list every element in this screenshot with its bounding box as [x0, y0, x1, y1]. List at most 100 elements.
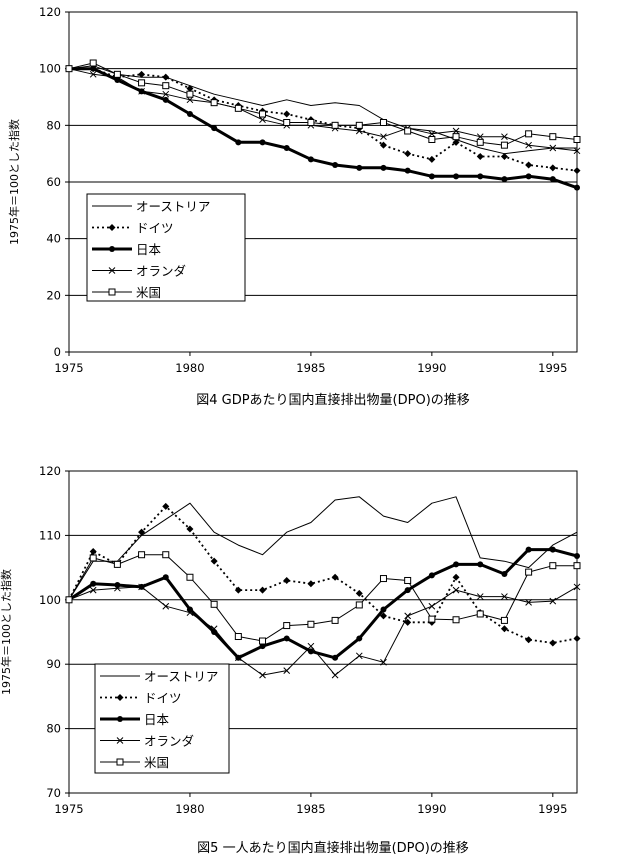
data-point — [234, 633, 242, 641]
series-line — [68, 586, 578, 676]
data-point — [549, 562, 557, 570]
data-point — [452, 127, 460, 135]
series-thin — [68, 496, 578, 601]
legend-label: 米国 — [144, 755, 169, 770]
data-point — [573, 634, 581, 642]
data-point — [525, 141, 532, 149]
data-point — [186, 96, 194, 104]
x-tick-label: 1990 — [417, 802, 446, 816]
y-tick-label: 80 — [46, 722, 61, 736]
data-point — [138, 70, 146, 78]
data-point — [186, 85, 194, 92]
y-tick-label: 70 — [46, 786, 61, 800]
data-point — [379, 119, 387, 126]
data-point — [307, 648, 314, 655]
data-point — [379, 141, 387, 149]
data-point — [500, 616, 508, 624]
data-point — [452, 133, 460, 141]
x-tick-label: 1980 — [175, 361, 204, 375]
data-point — [65, 596, 73, 604]
legend-marker — [108, 267, 116, 274]
series-square — [65, 59, 581, 149]
x-tick-label: 1990 — [417, 361, 446, 375]
data-point — [210, 600, 218, 608]
data-point — [476, 593, 484, 600]
data-point — [234, 104, 242, 112]
data-point — [428, 615, 436, 623]
data-point — [283, 635, 290, 642]
data-point — [476, 153, 484, 160]
data-point — [234, 654, 242, 662]
data-point — [477, 173, 484, 180]
data-point — [89, 70, 97, 78]
data-point — [452, 573, 460, 581]
data-point — [404, 612, 412, 620]
series-line — [69, 67, 578, 172]
data-point — [162, 602, 170, 610]
data-point — [307, 580, 315, 588]
data-point — [356, 164, 363, 171]
data-point — [162, 551, 170, 559]
data-point — [234, 586, 242, 594]
legend-label: ドイツ — [144, 691, 182, 706]
data-point — [186, 606, 193, 613]
data-point — [549, 164, 557, 172]
data-point — [452, 586, 460, 594]
data-point — [549, 144, 557, 152]
legend-marker — [116, 737, 124, 744]
y-tick-label: 20 — [46, 288, 61, 302]
data-point — [65, 65, 73, 73]
data-point — [259, 671, 266, 679]
data-point — [259, 637, 267, 645]
data-point — [307, 119, 315, 126]
data-point — [89, 548, 97, 555]
data-point — [186, 90, 194, 98]
data-point — [235, 139, 242, 146]
data-point — [501, 571, 508, 578]
data-point — [549, 639, 557, 647]
data-point — [356, 635, 363, 642]
data-point — [162, 574, 169, 581]
data-point — [501, 593, 508, 600]
data-point — [138, 583, 145, 591]
data-point — [283, 622, 291, 630]
series-line — [68, 505, 578, 644]
legend-marker — [116, 758, 124, 766]
series-line — [69, 67, 578, 190]
x-tick-label: 1975 — [54, 361, 83, 375]
data-point — [428, 136, 436, 143]
legend-label: オーストリア — [136, 199, 210, 214]
y-tick-label: 100 — [39, 593, 61, 607]
data-point — [500, 625, 508, 633]
data-point — [501, 176, 508, 183]
data-point — [452, 616, 460, 624]
data-point — [573, 147, 581, 155]
data-point — [331, 616, 339, 624]
legend-marker — [117, 716, 123, 722]
x-tick-label: 1985 — [296, 802, 325, 816]
data-point — [573, 167, 581, 175]
data-point — [476, 610, 484, 618]
data-point — [331, 573, 339, 581]
data-point — [259, 643, 266, 650]
chart-4: 0 20 40 60 80 100 120 1975 1980 1985 1990 1995 1975年… — [7, 5, 581, 408]
chart-title: 図5 一人あたり国内直接排出物量(DPO)の推移 — [197, 840, 469, 856]
x-tick-label: 1985 — [296, 361, 325, 375]
data-point — [380, 164, 387, 171]
series-line — [68, 62, 578, 146]
data-point — [89, 59, 97, 67]
data-point — [210, 99, 218, 107]
data-point — [452, 138, 460, 146]
data-point — [355, 127, 363, 135]
data-point — [331, 121, 339, 129]
data-point — [453, 173, 460, 180]
data-point — [428, 130, 436, 138]
x-tick-label: 1995 — [538, 802, 567, 816]
series-thin — [68, 65, 577, 155]
data-point — [211, 125, 218, 132]
data-point — [114, 584, 121, 592]
